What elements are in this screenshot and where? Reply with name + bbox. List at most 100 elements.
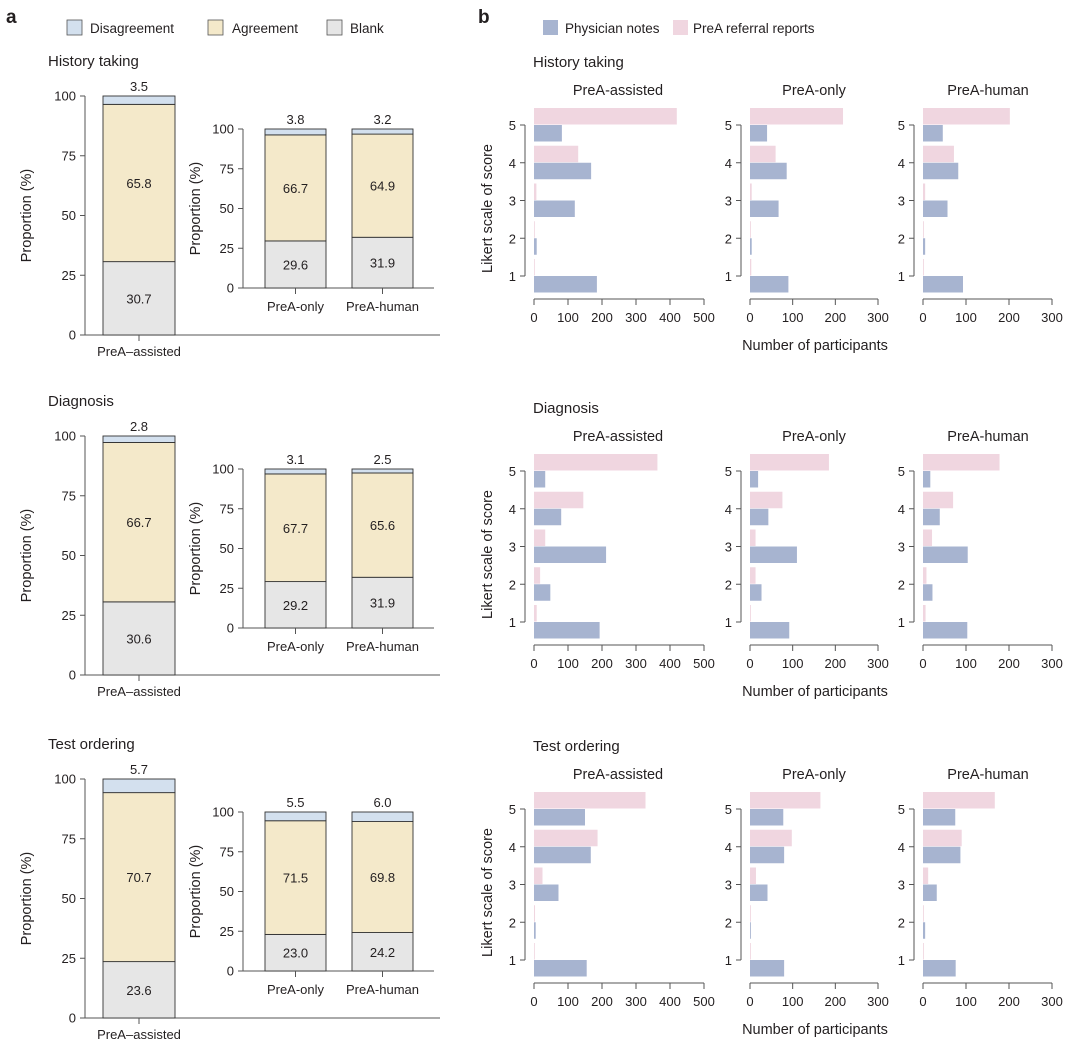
bar-physician-notes bbox=[923, 809, 956, 826]
x-tick-label: 200 bbox=[591, 310, 613, 325]
bar-physician-notes bbox=[750, 960, 785, 977]
y-tick-label: 5 bbox=[725, 118, 732, 133]
x-tick-label: 0 bbox=[530, 656, 537, 671]
y-tick-label: 75 bbox=[220, 161, 234, 176]
bar-prea-referral-report bbox=[750, 108, 844, 125]
x-axis-label: Number of participants bbox=[742, 684, 888, 700]
panel-a-section: Diagnosis 0 25 50 75 100 Proportion (%) 30.6 66.… bbox=[19, 393, 440, 699]
x-tick-label: 300 bbox=[625, 310, 647, 325]
y-tick-label: 4 bbox=[725, 156, 732, 171]
legend-swatch-agreement bbox=[207, 19, 224, 36]
y-tick-label: 100 bbox=[212, 122, 234, 137]
y-tick-label: 0 bbox=[227, 621, 234, 636]
bar-segment-blank bbox=[264, 240, 327, 289]
legend-label-prea-referral-reports: PreA referral reports bbox=[693, 21, 815, 36]
bar-segment-blank bbox=[351, 236, 414, 289]
y-tick-label: 2 bbox=[509, 231, 516, 246]
y-tick-label: 75 bbox=[220, 844, 234, 859]
bar-prea-referral-report bbox=[534, 792, 646, 809]
stacked-bar: 30.6 66.7 2.8 bbox=[102, 419, 176, 676]
x-tick-label: 200 bbox=[824, 656, 846, 671]
y-axis-label: Likert scale of score bbox=[480, 490, 496, 619]
y-tick-label: 5 bbox=[509, 802, 516, 817]
x-axis-label: Number of participants bbox=[742, 1022, 888, 1038]
bar-physician-notes bbox=[750, 622, 790, 639]
bar-segment-disagreement bbox=[264, 468, 327, 475]
legend-swatch-blank bbox=[326, 19, 343, 36]
bar-physician-notes bbox=[923, 508, 940, 526]
subplot-title: PreA-assisted bbox=[573, 83, 663, 99]
x-tick-label: 300 bbox=[625, 994, 647, 1009]
bar-segment-disagreement bbox=[264, 128, 327, 136]
likert-subplot: PreA-assisted 1 2 3 4 5 0 100 200 300 400 500 Likert… bbox=[480, 83, 715, 325]
panel-a-section: History taking 0 25 50 75 100 Proportion (%) 30… bbox=[19, 53, 440, 359]
bar-prea-referral-report bbox=[534, 529, 546, 546]
data-label-agreement: 71.5 bbox=[283, 871, 308, 886]
x-tick-label: 300 bbox=[625, 656, 647, 671]
y-tick-label: 5 bbox=[898, 802, 905, 817]
stacked-bar: 23.0 71.5 5.5 bbox=[264, 795, 327, 972]
y-tick-label: 5 bbox=[898, 118, 905, 133]
x-tick-label: 100 bbox=[782, 656, 804, 671]
bar-physician-notes bbox=[534, 508, 562, 526]
y-axis-label: Proportion (%) bbox=[188, 162, 204, 255]
y-tick-label: 25 bbox=[62, 608, 76, 623]
y-tick-label: 3 bbox=[509, 540, 516, 555]
y-tick-label: 5 bbox=[509, 118, 516, 133]
data-label-agreement: 67.7 bbox=[283, 521, 308, 536]
bar-prea-referral-report bbox=[534, 259, 535, 276]
data-label-blank: 24.2 bbox=[370, 945, 395, 960]
bar-physician-notes bbox=[923, 276, 963, 293]
y-axis-label: Proportion (%) bbox=[19, 169, 35, 262]
y-tick-label: 75 bbox=[62, 488, 76, 503]
bar-physician-notes bbox=[534, 846, 591, 864]
likert-subplot: PreA-assisted 1 2 3 4 5 0 100 200 300 400 500 Likert… bbox=[480, 767, 715, 1009]
subplot-title: PreA-human bbox=[947, 83, 1028, 99]
data-label-blank: 30.6 bbox=[126, 631, 151, 646]
bar-physician-notes bbox=[923, 584, 933, 601]
bar-physician-notes bbox=[534, 884, 559, 901]
bar-prea-referral-report bbox=[923, 259, 924, 276]
legend-label-physician-notes: Physician notes bbox=[565, 21, 660, 36]
bar-physician-notes bbox=[750, 200, 779, 217]
x-tick-label: 0 bbox=[919, 994, 926, 1009]
y-tick-label: 3 bbox=[509, 194, 516, 209]
bar-prea-referral-report bbox=[534, 829, 598, 847]
bar-physician-notes bbox=[534, 809, 585, 826]
likert-subplot: PreA-only 1 2 3 4 5 0 100 200 300 bbox=[725, 429, 889, 671]
stacked-bar: 29.2 67.7 3.1 bbox=[264, 452, 327, 629]
data-label-disagreement: 3.2 bbox=[373, 112, 391, 127]
bar-segment-agreement bbox=[264, 820, 327, 935]
bar-segment-disagreement bbox=[102, 778, 176, 794]
data-label-blank: 31.9 bbox=[370, 596, 395, 611]
x-tick-label: 200 bbox=[591, 994, 613, 1009]
x-tick-label: 300 bbox=[1041, 656, 1063, 671]
legend-swatch-disagreement bbox=[66, 19, 83, 36]
x-tick-label: 300 bbox=[867, 656, 889, 671]
y-tick-label: 3 bbox=[725, 540, 732, 555]
bar-prea-referral-report bbox=[923, 792, 995, 809]
bar-segment-disagreement bbox=[102, 95, 176, 105]
x-tick-label: 300 bbox=[867, 994, 889, 1009]
data-label-blank: 29.2 bbox=[283, 598, 308, 613]
y-tick-label: 1 bbox=[725, 615, 732, 630]
bar-prea-referral-report bbox=[750, 943, 751, 960]
bar-prea-referral-report bbox=[923, 905, 924, 922]
y-axis-label: Likert scale of score bbox=[480, 144, 496, 273]
bar-physician-notes bbox=[923, 162, 959, 180]
x-tick-label: 0 bbox=[919, 310, 926, 325]
x-axis-label: Number of participants bbox=[742, 338, 888, 354]
y-axis-label: Proportion (%) bbox=[188, 502, 204, 595]
y-tick-label: 25 bbox=[220, 924, 234, 939]
data-label-agreement: 66.7 bbox=[126, 515, 151, 530]
stacked-bar: 29.6 66.7 3.8 bbox=[264, 112, 327, 289]
bar-segment-disagreement bbox=[102, 435, 176, 443]
bar-segment-disagreement bbox=[351, 468, 414, 474]
bar-physician-notes bbox=[750, 809, 784, 826]
y-tick-label: 3 bbox=[725, 194, 732, 209]
y-tick-label: 50 bbox=[62, 208, 76, 223]
bar-physician-notes bbox=[750, 162, 787, 180]
y-tick-label: 2 bbox=[898, 231, 905, 246]
bar-segment-agreement bbox=[102, 442, 176, 603]
